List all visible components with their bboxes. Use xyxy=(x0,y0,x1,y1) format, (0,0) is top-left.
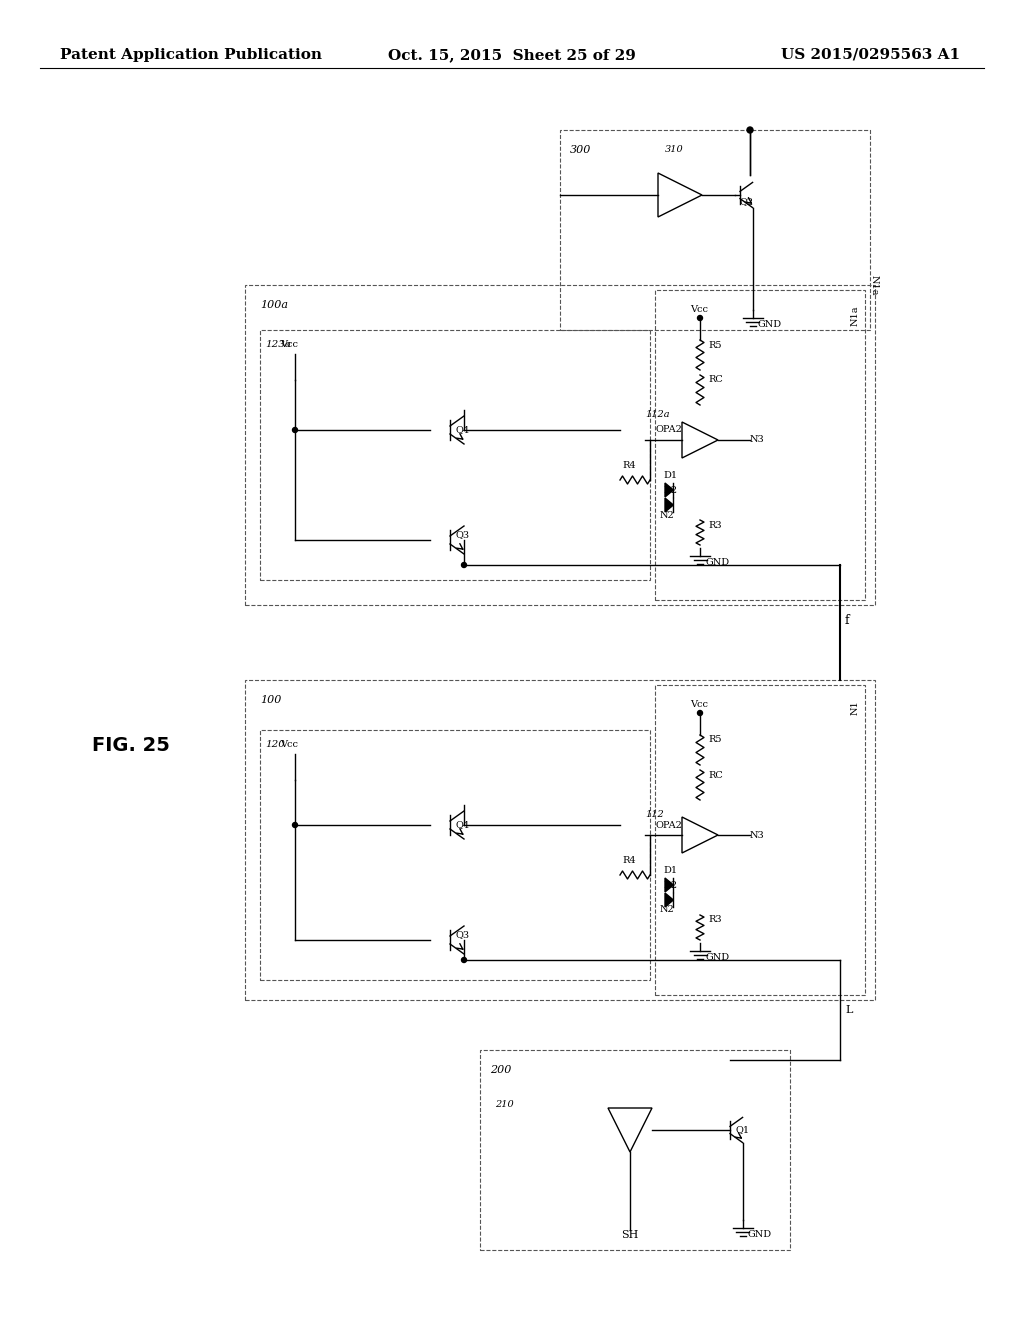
Text: US 2015/0295563 A1: US 2015/0295563 A1 xyxy=(781,48,961,62)
Text: 100: 100 xyxy=(260,696,282,705)
Bar xyxy=(655,290,865,601)
Text: D1: D1 xyxy=(663,471,677,480)
Circle shape xyxy=(462,562,467,568)
Text: GND: GND xyxy=(706,953,730,962)
Text: 100a: 100a xyxy=(260,300,288,310)
Text: D2: D2 xyxy=(663,880,677,890)
Text: R5: R5 xyxy=(708,341,722,350)
Text: GND: GND xyxy=(758,319,781,329)
Text: Q4: Q4 xyxy=(455,425,469,434)
Text: GND: GND xyxy=(706,558,730,568)
Text: N2: N2 xyxy=(660,906,675,915)
Text: N3: N3 xyxy=(750,436,765,445)
Text: RC: RC xyxy=(708,771,723,780)
Text: D1: D1 xyxy=(663,866,677,875)
Text: Q2: Q2 xyxy=(740,197,754,206)
Text: Q1: Q1 xyxy=(735,1126,750,1134)
Text: f: f xyxy=(845,614,850,627)
Text: Patent Application Publication: Patent Application Publication xyxy=(60,48,322,62)
Text: Vcc: Vcc xyxy=(280,741,298,748)
Text: Vcc: Vcc xyxy=(690,700,708,709)
Text: 112a: 112a xyxy=(645,411,670,418)
Bar xyxy=(655,685,865,995)
Text: R5: R5 xyxy=(708,735,722,744)
Circle shape xyxy=(462,957,467,962)
Text: R4: R4 xyxy=(622,461,636,470)
Bar xyxy=(480,1049,790,1250)
Text: N1: N1 xyxy=(851,700,860,714)
Polygon shape xyxy=(665,498,674,512)
Circle shape xyxy=(697,710,702,715)
Text: 300: 300 xyxy=(570,145,592,154)
Bar xyxy=(260,330,650,579)
Text: GND: GND xyxy=(748,1230,772,1239)
Circle shape xyxy=(746,127,753,133)
Text: Vcc: Vcc xyxy=(690,305,708,314)
Text: 310: 310 xyxy=(665,145,684,154)
Text: 200: 200 xyxy=(490,1065,511,1074)
Text: R3: R3 xyxy=(708,520,722,529)
Text: RC: RC xyxy=(708,375,723,384)
Text: 123a: 123a xyxy=(265,341,291,348)
Text: D2: D2 xyxy=(663,486,677,495)
Circle shape xyxy=(293,428,298,433)
Polygon shape xyxy=(665,483,674,498)
Circle shape xyxy=(293,822,298,828)
Text: N1a: N1a xyxy=(870,275,879,296)
Bar xyxy=(560,129,870,330)
Text: OPA2: OPA2 xyxy=(655,425,682,434)
Text: Q3: Q3 xyxy=(455,531,469,540)
Bar xyxy=(260,730,650,979)
Text: 112: 112 xyxy=(645,810,664,818)
Text: L: L xyxy=(845,1005,852,1015)
Text: N1a: N1a xyxy=(851,305,860,326)
Text: 120: 120 xyxy=(265,741,285,748)
Circle shape xyxy=(697,315,702,321)
Text: R3: R3 xyxy=(708,916,722,924)
Text: OPA2: OPA2 xyxy=(655,821,682,829)
Text: SH: SH xyxy=(622,1230,639,1239)
Text: Q3: Q3 xyxy=(455,931,469,940)
Text: FIG. 25: FIG. 25 xyxy=(92,737,170,755)
Text: R4: R4 xyxy=(622,855,636,865)
Bar xyxy=(245,285,874,605)
Polygon shape xyxy=(665,878,674,892)
Text: 210: 210 xyxy=(495,1100,514,1109)
Bar xyxy=(245,680,874,1001)
Text: Q4: Q4 xyxy=(455,821,469,829)
Text: N2: N2 xyxy=(660,511,675,520)
Text: N3: N3 xyxy=(750,830,765,840)
Text: Oct. 15, 2015  Sheet 25 of 29: Oct. 15, 2015 Sheet 25 of 29 xyxy=(388,48,636,62)
Text: Vcc: Vcc xyxy=(280,341,298,348)
Polygon shape xyxy=(665,894,674,907)
